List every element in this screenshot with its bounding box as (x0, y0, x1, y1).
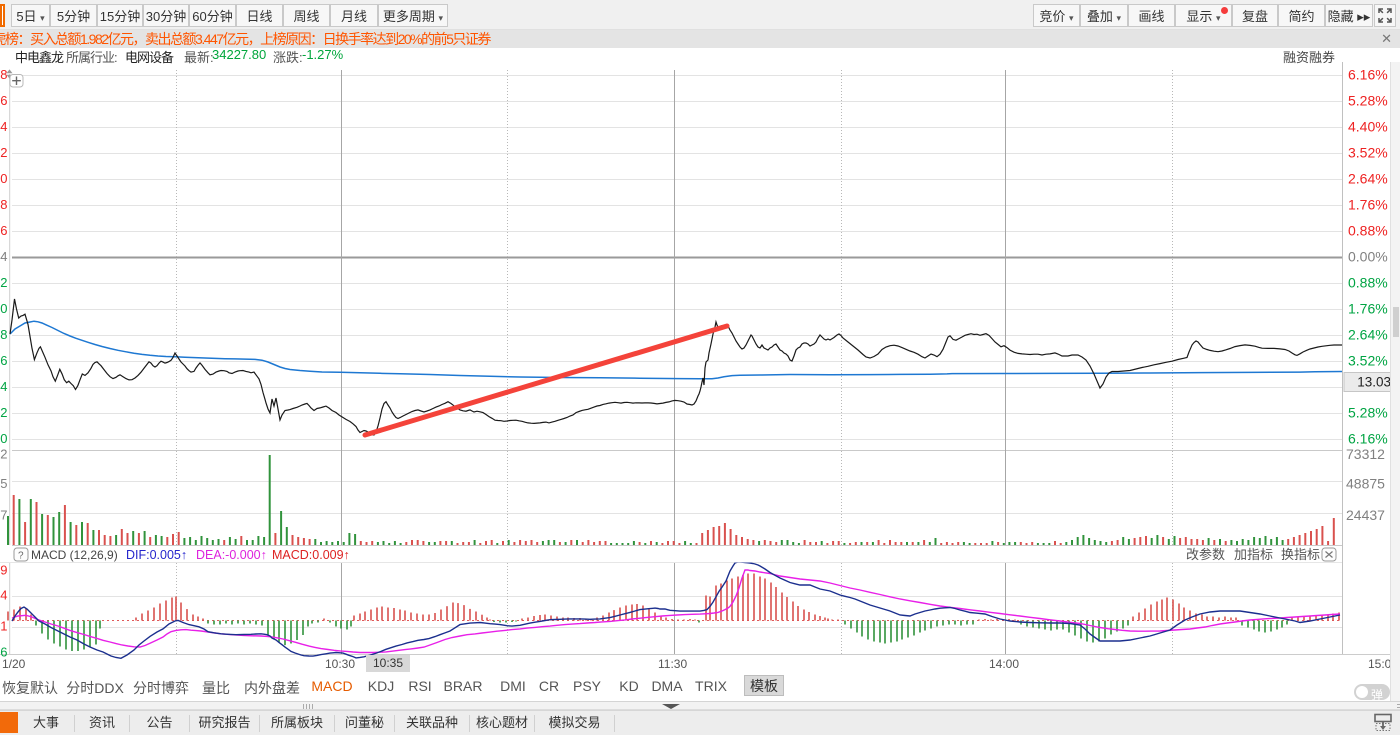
svg-text:13.40: 13.40 (0, 301, 8, 316)
svg-text:0.88%: 0.88% (1348, 275, 1388, 291)
svg-text:0.014: 0.014 (0, 588, 8, 603)
svg-text:48875: 48875 (1346, 476, 1385, 492)
svg-text:-0.006: -0.006 (0, 645, 8, 660)
svg-text:12.80: 12.80 (0, 431, 8, 446)
svg-text:6.16%: 6.16% (1348, 67, 1388, 83)
svg-text:24437: 24437 (0, 508, 8, 523)
svg-text:加指标: 加指标 (1234, 547, 1273, 562)
svg-text:14.48: 14.48 (0, 67, 8, 82)
svg-text:13.28: 13.28 (0, 327, 8, 342)
svg-text:73312: 73312 (1346, 446, 1385, 462)
svg-text:换指标: 换指标 (1281, 547, 1320, 562)
svg-text:4.40%: 4.40% (1348, 119, 1388, 135)
svg-text:?: ? (18, 551, 24, 562)
svg-text:5.28%: 5.28% (1348, 93, 1388, 109)
svg-text:DIF:0.005↑: DIF:0.005↑ (126, 548, 187, 562)
svg-text:MACD (12,26,9): MACD (12,26,9) (31, 548, 118, 562)
svg-text:13.64: 13.64 (0, 249, 8, 264)
svg-text:12.92: 12.92 (0, 405, 8, 420)
svg-text:0.001: 0.001 (0, 619, 8, 634)
svg-text:73312: 73312 (0, 447, 8, 462)
svg-text:14.36: 14.36 (0, 93, 8, 108)
svg-text:5.28%: 5.28% (1348, 405, 1388, 421)
svg-text:3.52%: 3.52% (1348, 353, 1388, 369)
svg-text:MACD:0.009↑: MACD:0.009↑ (272, 548, 350, 562)
svg-text:13.04: 13.04 (0, 379, 8, 394)
svg-text:14.24: 14.24 (0, 119, 8, 134)
svg-text:2.64%: 2.64% (1348, 171, 1388, 187)
svg-text:1.76%: 1.76% (1348, 197, 1388, 213)
svg-text:13.76: 13.76 (0, 223, 8, 238)
svg-text:13.88: 13.88 (0, 197, 8, 212)
svg-text:DEA:-0.000↑: DEA:-0.000↑ (196, 548, 267, 562)
svg-text:1.76%: 1.76% (1348, 301, 1388, 317)
svg-text:3.52%: 3.52% (1348, 145, 1388, 161)
svg-text:13.03: 13.03 (1357, 375, 1391, 390)
svg-text:2.64%: 2.64% (1348, 327, 1388, 343)
svg-text:14.12: 14.12 (0, 145, 8, 160)
svg-text:改参数: 改参数 (1186, 547, 1225, 562)
svg-text:14.00: 14.00 (0, 171, 8, 186)
svg-text:0.039: 0.039 (0, 563, 8, 578)
svg-text:48875: 48875 (0, 476, 8, 491)
svg-text:13.52: 13.52 (0, 275, 8, 290)
svg-text:0.88%: 0.88% (1348, 223, 1388, 239)
svg-text:0.00%: 0.00% (1348, 249, 1388, 265)
svg-text:6.16%: 6.16% (1348, 431, 1388, 447)
svg-text:13.16: 13.16 (0, 353, 8, 368)
svg-text:24437: 24437 (1346, 507, 1385, 523)
